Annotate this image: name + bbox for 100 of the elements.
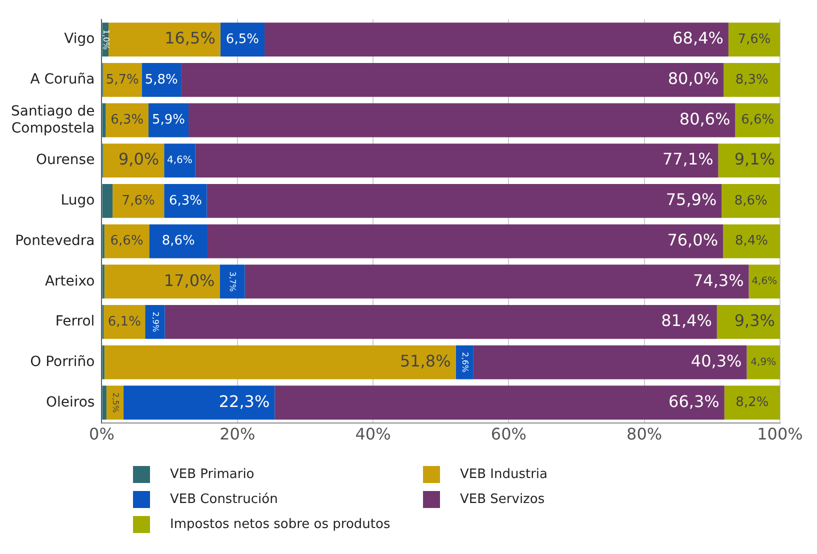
data-label: 7,6% [738, 32, 771, 47]
bar [473, 345, 747, 380]
data-label: 9,1% [734, 150, 775, 169]
x-tick-label: 80% [626, 424, 662, 444]
bar [735, 103, 780, 138]
bar [188, 103, 736, 138]
bar [123, 386, 275, 420]
bar [724, 386, 780, 420]
bar [718, 144, 780, 178]
bar [102, 184, 113, 218]
data-label: 6,3% [168, 193, 202, 208]
bar [195, 144, 718, 178]
bar [106, 386, 124, 420]
x-tick-label: 60% [490, 424, 526, 444]
bar [208, 224, 724, 258]
data-label: 40,3% [690, 351, 742, 370]
bar [716, 305, 780, 339]
y-tick-label: A Coruña [30, 72, 95, 88]
bar [206, 184, 722, 218]
bar [164, 144, 196, 178]
bar [220, 264, 245, 299]
bar [149, 224, 208, 258]
data-label: 6,6% [110, 234, 144, 249]
data-label: 2,6% [460, 352, 470, 373]
data-label: 8,6% [162, 234, 195, 249]
data-label: 5,8% [144, 72, 178, 88]
legend-label: VEB Servizos [460, 492, 545, 507]
bar [142, 62, 182, 97]
bar [112, 184, 164, 218]
data-label: 16,5% [164, 28, 216, 48]
bar [103, 144, 164, 178]
bar [220, 22, 264, 57]
data-label: 4,6% [752, 276, 778, 288]
bar [723, 224, 780, 258]
y-tick-label: Ferrol [55, 314, 95, 330]
bar [104, 264, 220, 299]
data-label: 8,2% [736, 395, 769, 410]
legend-label: VEB Construción [170, 492, 278, 507]
data-label: 2,5% [110, 392, 120, 414]
data-label: 7,6% [122, 193, 155, 208]
y-tick-label: Lugo [60, 192, 95, 209]
data-label: 6,1% [108, 314, 141, 330]
data-label: 68,4% [672, 28, 724, 48]
bar [164, 184, 207, 218]
bar [264, 22, 728, 57]
bar [748, 264, 780, 299]
data-label: 77,1% [662, 150, 714, 169]
bar [722, 184, 780, 218]
data-label: 6,3% [110, 112, 144, 128]
data-label: 74,3% [692, 270, 744, 290]
data-label: 8,3% [735, 72, 768, 88]
data-label: 1,0% [101, 29, 110, 50]
data-label: 5,7% [106, 72, 139, 88]
bar [104, 305, 146, 339]
bar [164, 305, 717, 339]
bar [145, 305, 165, 339]
legend-label: VEB Industria [460, 467, 548, 482]
bar [102, 386, 106, 420]
y-tick-label: O Porriño [30, 354, 95, 370]
y-tick-label: Vigo [64, 31, 95, 48]
data-label: 4,6% [167, 155, 192, 166]
legend-label: VEB Primario [170, 467, 254, 482]
data-label: 5,9% [152, 112, 186, 128]
y-tick-label: Arteixo [44, 273, 95, 290]
bar [104, 345, 456, 380]
y-tick-label: Oleiros [46, 394, 95, 410]
data-label: 51,8% [400, 351, 451, 370]
data-label: 4,9% [750, 356, 776, 368]
data-label: 76,0% [667, 230, 718, 250]
bar [102, 103, 106, 138]
data-label: 8,6% [734, 193, 768, 208]
data-label: 3,7% [228, 271, 238, 292]
bar [181, 62, 724, 97]
data-label: 6,6% [741, 112, 774, 128]
data-label: 6,5% [226, 32, 259, 47]
y-tick-label: Ourense [36, 152, 95, 168]
x-tick-label: 100% [757, 424, 803, 444]
bar [728, 22, 780, 57]
data-label: 9,0% [118, 150, 160, 169]
data-label: 66,3% [668, 392, 720, 411]
bar [274, 386, 724, 420]
x-tick-label: 20% [220, 424, 256, 444]
data-label: 8,4% [734, 234, 768, 249]
y-tick-label: Santiago de Compostela [10, 103, 95, 136]
y-tick-label: Pontevedra [15, 232, 95, 249]
data-label: 80,0% [668, 69, 719, 88]
x-tick-label: 40% [355, 424, 391, 444]
legend-label: Impostos netos sobre os produtos [170, 517, 390, 532]
x-tick-label: 0% [89, 424, 114, 444]
data-label: 9,3% [734, 311, 775, 330]
data-label: 22,3% [218, 392, 270, 411]
bar [724, 62, 780, 97]
data-label: 75,9% [666, 190, 717, 210]
data-label: 80,6% [679, 109, 730, 128]
data-label: 17,0% [164, 270, 215, 290]
bar [108, 22, 220, 57]
bar [244, 264, 749, 299]
data-label: 2,9% [150, 312, 160, 333]
data-label: 81,4% [661, 311, 712, 330]
bar [103, 62, 142, 97]
